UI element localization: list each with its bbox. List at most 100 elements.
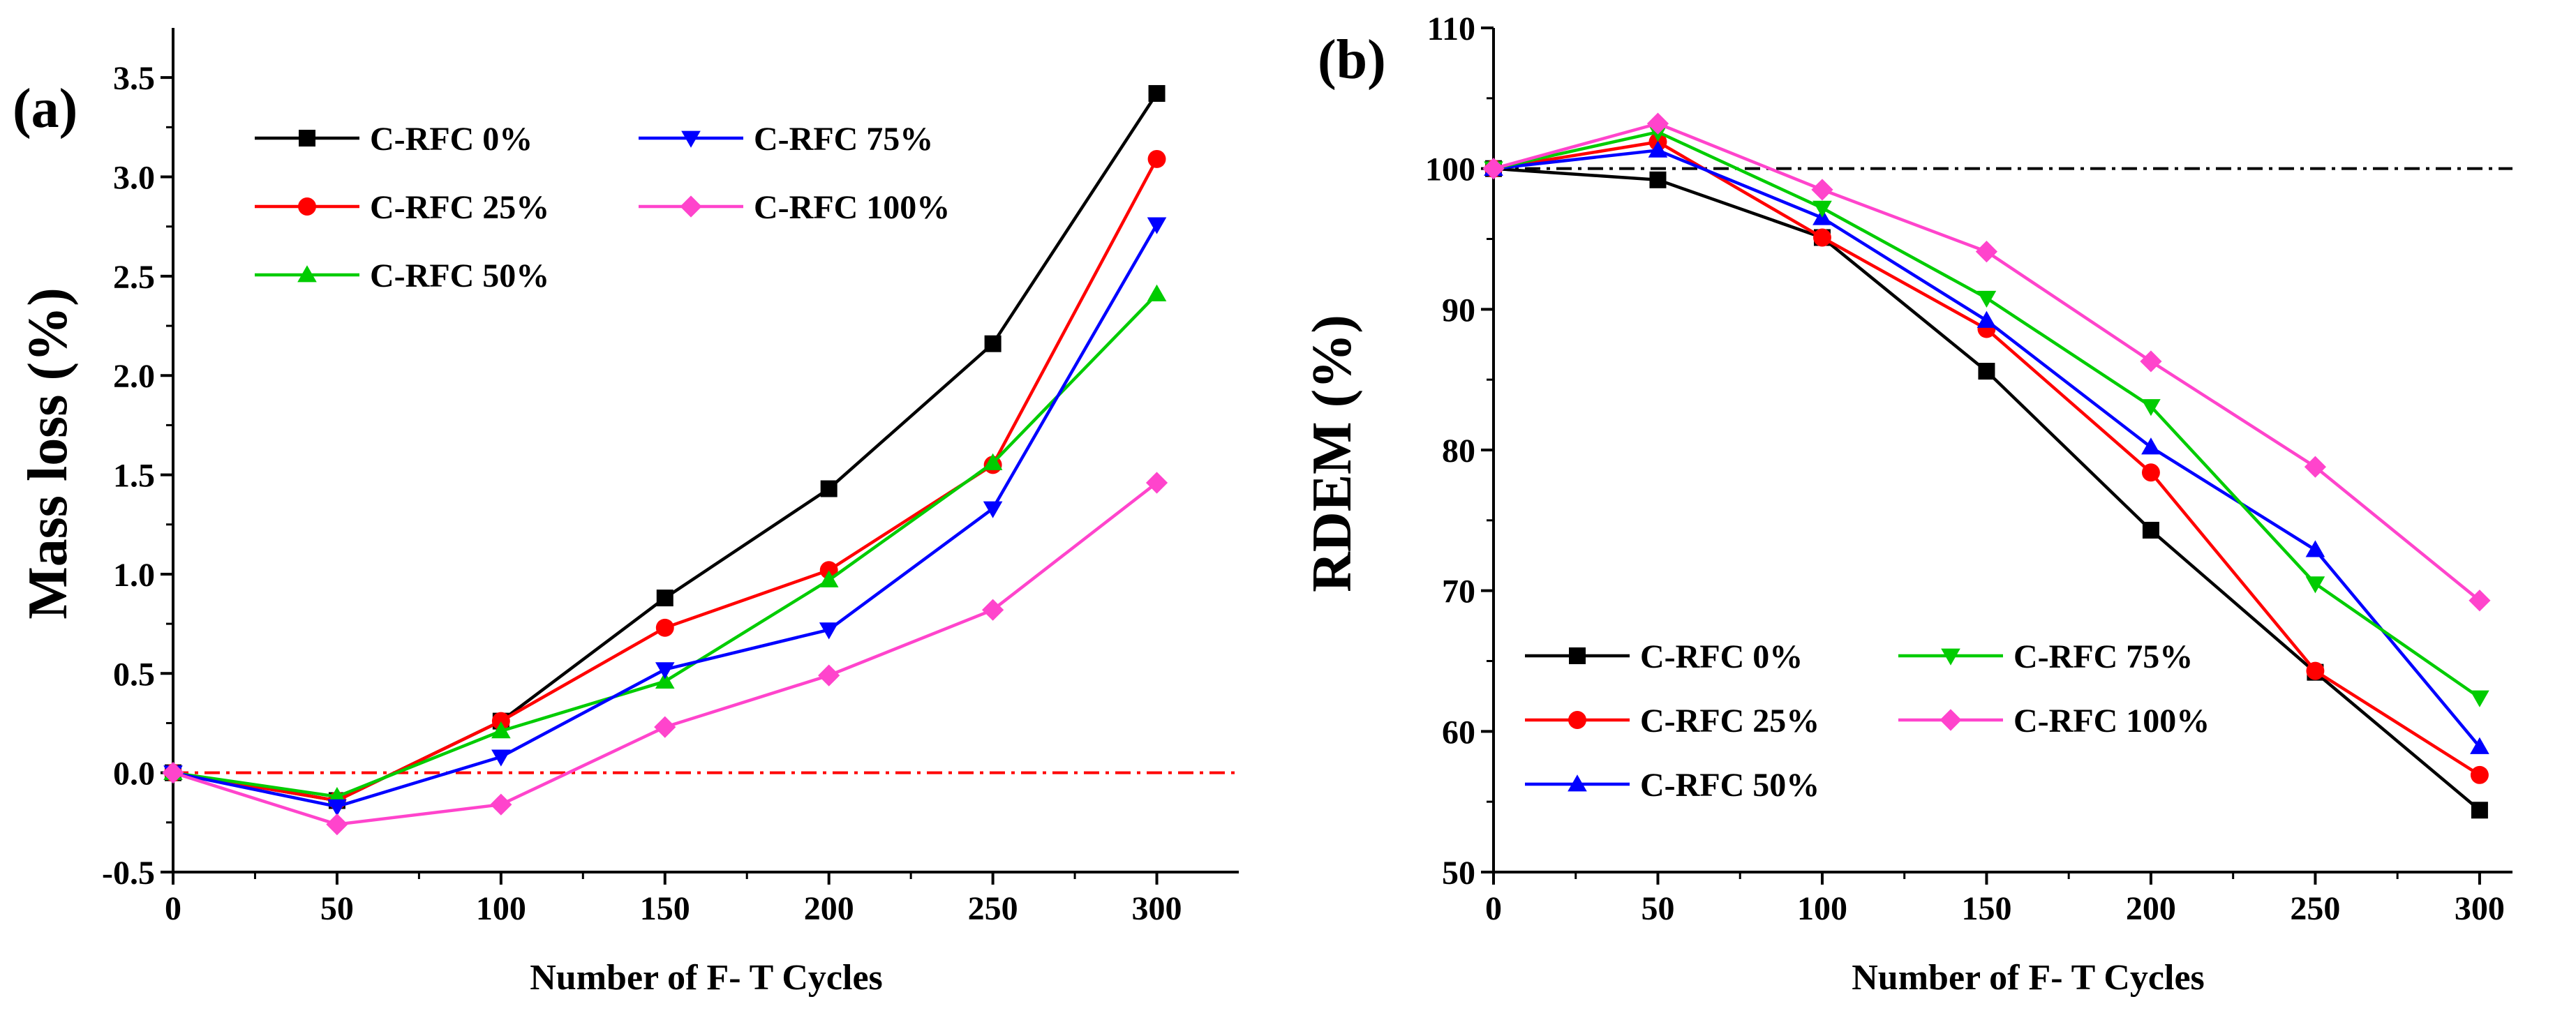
panel-b-y-tick-label: 100 (1425, 151, 1475, 188)
panel-b-legend-marker-c-rfc-25 (1568, 711, 1586, 729)
panel-b-x-tick-label: 200 (2126, 890, 2176, 927)
panel-b-y-tick-label: 70 (1442, 573, 1475, 610)
panel-a-data-point-c-rfc-25 (655, 618, 674, 637)
panel-b-data-point-c-rfc-100 (1975, 241, 1998, 263)
panel-b-data-point-c-rfc-0 (1978, 363, 1995, 380)
panel-a-y-tick-label: 2.5 (113, 259, 155, 296)
panel-b-data-point-c-rfc-100 (2469, 590, 2491, 612)
panel-b-x-axis-title: Number of F- T Cycles (1852, 958, 2205, 998)
panel-a-legend-label-c-rfc-100: C-RFC 100% (754, 189, 950, 226)
panel-b-x-tick-label: 0 (1485, 890, 1502, 927)
panel-b-legend-marker-c-rfc-75 (1941, 648, 1960, 666)
panel-b-legend-label-c-rfc-50: C-RFC 50% (1640, 767, 1819, 804)
panel-a-data-point-c-rfc-100 (982, 599, 1004, 621)
panel-b-legend-label-c-rfc-25: C-RFC 25% (1640, 703, 1819, 740)
panel-b-data-point-c-rfc-75 (2141, 399, 2161, 417)
panel-a-data-point-c-rfc-75 (819, 622, 839, 640)
panel-a-y-tick-label: 3.0 (113, 160, 155, 197)
panel-b-data-point-c-rfc-0 (2142, 521, 2159, 539)
panel-a-data-point-c-rfc-50 (983, 453, 1003, 470)
panel-a-y-tick-label: 0.0 (113, 756, 155, 793)
panel-a-y-tick-label: 3.5 (113, 60, 155, 97)
panel-a-data-point-c-rfc-0 (820, 480, 837, 497)
panel-b-data-point-c-rfc-50 (2470, 737, 2489, 754)
panel-b-data-point-c-rfc-100 (1811, 179, 1833, 201)
panel-a-y-axis-title: Mass loss (%) (17, 287, 79, 620)
panel-a-y-tick-label: -0.5 (102, 855, 155, 892)
panel-b-rdem-chart: (b) RDEM (%) Number of F- T Cycles 0 50 10… (1302, 10, 2512, 998)
panel-b-y-tick-label: 50 (1442, 855, 1475, 892)
panel-a-label: (a) (13, 78, 77, 140)
panel-a-data-point-c-rfc-50 (655, 671, 675, 689)
panel-b-legend-label-c-rfc-75: C-RFC 75% (2013, 638, 2193, 675)
panel-a-x-tick-label: 300 (1132, 890, 1182, 927)
panel-a-legend-marker-c-rfc-75 (681, 130, 701, 148)
panel-a-legend-label-c-rfc-25: C-RFC 25% (370, 189, 549, 226)
panel-b-x-tick-label: 250 (2290, 890, 2340, 927)
panel-a-y-tick-label: 2.0 (113, 358, 155, 395)
panel-b-legend-marker-c-rfc-0 (1569, 647, 1586, 664)
panel-b-data-point-c-rfc-0 (1649, 171, 1667, 188)
panel-b-data-point-c-rfc-75 (1976, 290, 1997, 308)
panel-b-data-point-c-rfc-100 (1646, 112, 1669, 135)
panel-a-data-point-c-rfc-100 (818, 664, 840, 686)
panel-a-legend-marker-c-rfc-50 (297, 265, 317, 283)
panel-b-legend-label-c-rfc-100: C-RFC 100% (2013, 703, 2210, 740)
panel-a-x-tick-label: 0 (165, 890, 181, 927)
panel-b-data-point-c-rfc-50 (1976, 310, 1997, 328)
panel-b-legend-label-c-rfc-0: C-RFC 0% (1640, 638, 1803, 675)
panel-b-x-tick-label: 100 (1797, 890, 1847, 927)
panel-a-legend-label-c-rfc-50: C-RFC 50% (370, 257, 549, 294)
panel-a-data-point-c-rfc-0 (656, 590, 673, 607)
panel-a-legend-marker-c-rfc-100 (680, 195, 702, 218)
panel-a-y-tick-label: 1.5 (113, 458, 155, 495)
panel-b-data-point-c-rfc-100 (2304, 456, 2327, 478)
panel-a-data-point-c-rfc-50 (1147, 284, 1167, 301)
panel-a-data-point-c-rfc-75 (655, 662, 675, 680)
panel-a-data-point-c-rfc-100 (490, 793, 512, 816)
panel-a-data-point-c-rfc-75 (983, 501, 1003, 518)
panel-b-y-tick-label: 90 (1442, 292, 1475, 329)
panel-a-legend-label-c-rfc-0: C-RFC 0% (370, 121, 533, 158)
panel-b-series-line-c-rfc-25 (1493, 140, 2481, 776)
panel-a-data-point-c-rfc-75 (491, 749, 511, 767)
panel-b-legend-marker-c-rfc-100 (1940, 709, 1962, 731)
panel-a-y-tick-label: 1.0 (113, 557, 155, 594)
panel-b-data-point-c-rfc-75 (2305, 576, 2325, 594)
panel-a-x-tick-label: 50 (320, 890, 354, 927)
panel-b-data-point-c-rfc-100 (2140, 350, 2162, 373)
panel-a-data-point-c-rfc-100 (326, 813, 348, 836)
panel-a-x-tick-label: 100 (476, 890, 526, 927)
panel-b-label: (b) (1318, 29, 1386, 91)
panel-b-data-point-c-rfc-25 (2470, 765, 2489, 784)
panel-b-series-line-c-rfc-75 (1493, 130, 2481, 699)
panel-b-data-point-c-rfc-75 (1812, 200, 1832, 218)
panel-b-x-tick-label: 50 (1641, 890, 1674, 927)
panel-a-data-point-c-rfc-100 (654, 716, 676, 738)
panel-b-data-point-c-rfc-25 (1813, 228, 1831, 247)
panel-b-data-point-c-rfc-75 (2470, 690, 2489, 707)
panel-a-x-tick-label: 200 (804, 890, 854, 927)
panel-b-y-tick-label: 110 (1427, 10, 1475, 47)
panel-b-data-point-c-rfc-50 (1648, 140, 1668, 158)
panel-a-data-point-c-rfc-25 (491, 712, 510, 730)
panel-a-mass-loss-chart: (a) Mass loss (%) Number of F- T Cycles … (13, 28, 1239, 998)
panel-b-data-point-c-rfc-25 (2141, 463, 2160, 482)
panel-b-y-axis-title: RDEM (%) (1302, 315, 1363, 592)
panel-a-x-tick-label: 250 (968, 890, 1018, 927)
panel-a-data-point-c-rfc-25 (1147, 149, 1166, 168)
panel-a-data-point-c-rfc-75 (327, 799, 347, 816)
panel-a-legend-marker-c-rfc-0 (299, 130, 315, 147)
panel-b-y-tick-label: 80 (1442, 433, 1475, 470)
panel-b-data-point-c-rfc-100 (1482, 158, 1505, 180)
panel-b-series-line-c-rfc-100 (1493, 121, 2481, 602)
panel-b-data-point-c-rfc-50 (2141, 437, 2161, 455)
panel-a-data-point-c-rfc-0 (1148, 84, 1166, 102)
panel-a-legend-label-c-rfc-75: C-RFC 75% (754, 121, 933, 158)
panel-b-data-point-c-rfc-50 (2305, 540, 2325, 557)
panel-b-x-tick-label: 300 (2455, 890, 2505, 927)
panel-a-x-tick-label: 150 (640, 890, 690, 927)
panel-b-legend-marker-c-rfc-50 (1568, 774, 1587, 792)
panel-b-data-point-c-rfc-0 (2471, 802, 2488, 819)
